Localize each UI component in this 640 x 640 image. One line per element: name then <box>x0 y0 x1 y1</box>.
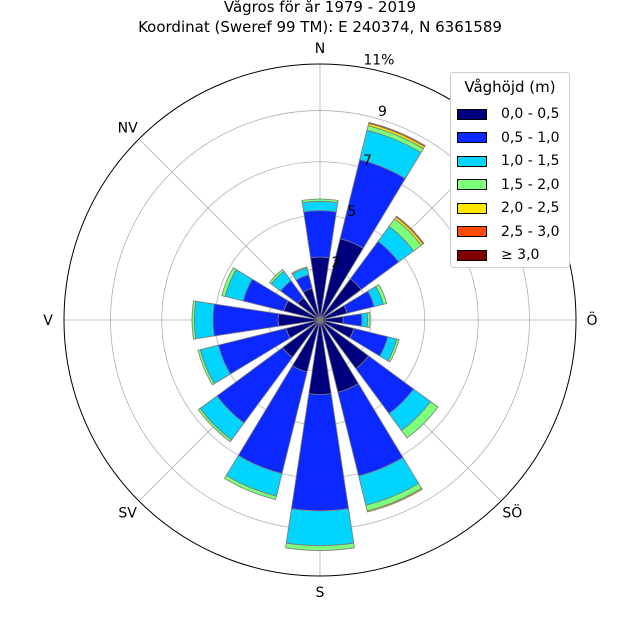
legend-swatch <box>457 179 487 190</box>
rose-sector-225-3 <box>197 407 233 443</box>
legend-item: 0,5 - 1,0 <box>457 129 559 147</box>
radial-tick-label: 9 <box>378 104 387 120</box>
rose-sector-180-2 <box>285 508 355 547</box>
legend: Våghöjd (m) 0,0 - 0,5 0,5 - 1,0 1,0 - 1,5 1… <box>450 72 570 268</box>
radial-tick-label: 2 <box>332 255 341 271</box>
legend-label: 2,5 - 3,0 <box>501 223 560 240</box>
legend-label: 0,0 - 0,5 <box>501 106 560 122</box>
legend-label: 2,0 - 2,5 <box>501 200 560 216</box>
rose-sector-292.5-3 <box>221 267 237 298</box>
rose-sector-315-3 <box>268 268 285 285</box>
legend-label: 1,5 - 2,0 <box>501 176 560 193</box>
legend-swatch <box>457 108 487 120</box>
rose-sector-270-3 <box>191 300 197 340</box>
rose-sector-180-3 <box>285 542 355 551</box>
legend-label: ≥ 3,0 <box>501 247 540 263</box>
rose-sector-0-1 <box>303 210 337 259</box>
rose-sector-157.5-4 <box>366 487 423 513</box>
radial-tick-label: 5 <box>347 204 356 220</box>
rose-sector-22.5-5 <box>368 121 426 148</box>
legend-title: Våghöjd (m) <box>464 78 556 96</box>
rose-sector-270-2 <box>193 300 215 340</box>
legend-item: 2,5 - 3,0 <box>457 223 559 241</box>
direction-label: Ö <box>586 311 597 329</box>
rose-sector-45-5 <box>395 215 425 245</box>
legend-swatch <box>457 132 487 143</box>
legend-label: 0,5 - 1,0 <box>501 129 560 146</box>
rose-sector-202.5-3 <box>223 474 277 501</box>
legend-item: 0,0 - 0,5 <box>457 105 559 123</box>
rose-sector-0-2 <box>301 200 339 213</box>
rose-sector-112.5-3 <box>387 338 400 363</box>
direction-label: SV <box>118 505 137 521</box>
legend-swatch <box>457 155 487 167</box>
direction-label: S <box>316 585 325 601</box>
legend-label: 1,0 - 1,5 <box>501 153 560 169</box>
rose-sector-270-1 <box>212 303 280 337</box>
rose-sector-90-1 <box>342 313 363 327</box>
rose-sector-135-3 <box>400 400 439 439</box>
legend-item: 1,5 - 2,0 <box>457 176 559 194</box>
rose-sector-90-3 <box>366 312 371 328</box>
chart-title: Vågros för år 1979 - 2019 <box>223 0 417 16</box>
rose-sector-67.5-3 <box>375 283 388 305</box>
direction-label: V <box>43 313 53 329</box>
radial-tick-label: 7 <box>363 153 372 169</box>
rose-sector-0-3 <box>301 198 339 204</box>
legend-item: ≥ 3,0 <box>457 246 539 264</box>
radial-unit-label: 11% <box>363 53 394 69</box>
direction-label: N <box>315 41 325 57</box>
legend-item: 1,0 - 1,5 <box>457 152 559 170</box>
legend-swatch <box>457 249 487 261</box>
rose-sector-180-1 <box>291 393 349 512</box>
rose-sector-247.5-3 <box>197 349 215 386</box>
chart-subtitle: Koordinat (Sweref 99 TM): E 240374, N 63… <box>138 18 502 36</box>
rose-sector-337.5-3 <box>291 266 308 275</box>
legend-swatch <box>457 226 487 237</box>
polar-frame <box>63 63 577 577</box>
rose-sector-90-2 <box>360 312 369 328</box>
direction-label: NV <box>118 121 138 137</box>
direction-label: SÖ <box>502 503 522 521</box>
legend-swatch <box>457 202 487 214</box>
legend-item: 2,0 - 2,5 <box>457 199 559 217</box>
